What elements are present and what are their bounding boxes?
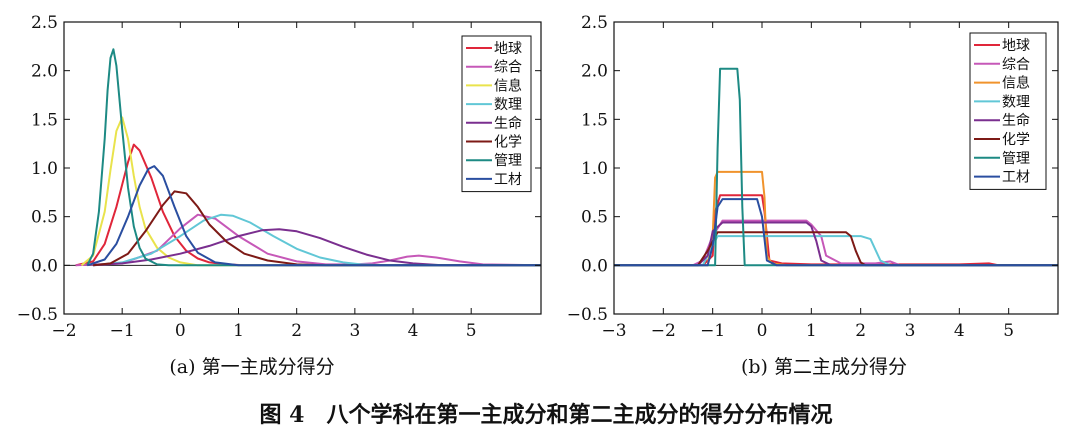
y-tick-label: 0.5 — [31, 208, 58, 228]
x-tick-label: −1 — [700, 321, 725, 341]
series-line-3 — [80, 116, 541, 267]
legend-label: 化学 — [494, 135, 522, 151]
legend-label: 地球 — [494, 41, 522, 57]
legend-label: 化学 — [1002, 132, 1030, 148]
legend-label: 综合 — [494, 60, 522, 76]
x-tick-label: 3 — [349, 321, 360, 341]
series-line-4 — [93, 213, 541, 267]
y-tick-label: 1.0 — [581, 159, 608, 179]
legend-label: 数理 — [494, 97, 522, 113]
x-tick-label: 4 — [954, 321, 965, 341]
y-tick-label: 1.5 — [31, 110, 58, 130]
x-tick-label: −3 — [601, 321, 626, 341]
y-tick-label: 1.5 — [581, 110, 608, 130]
legend-box — [461, 35, 532, 193]
y-tick-label: −0.5 — [17, 305, 58, 325]
chart-first-principal-component: −0.5 0.0 0.5 1.0 1.5 2.0 2.5 −2 −1 0 1 2 3 4 5 地球综合信息数理… — [17, 13, 542, 341]
legend-label: 数理 — [1002, 94, 1030, 110]
x-tick-label: −2 — [651, 321, 676, 341]
y-tick-label: 0.5 — [581, 208, 608, 228]
series-line-4 — [614, 235, 1058, 267]
series-line-5 — [614, 221, 1058, 267]
legend-label: 信息 — [494, 77, 522, 94]
x-tick-label: −2 — [51, 321, 76, 341]
x-tick-label: −1 — [110, 321, 135, 341]
chart-second-principal-component: −0.5 0.0 0.5 1.0 1.5 2.0 2.5 −3 −2 −1 0 1 2 3 4 5 地球综合信息… — [567, 13, 1059, 341]
y-tick-label: 2.0 — [31, 62, 58, 82]
series-line-8 — [614, 198, 1058, 267]
y-tick-label: 0.0 — [31, 256, 58, 276]
legend-label: 地球 — [1002, 38, 1030, 54]
x-tick-label: 2 — [291, 321, 302, 341]
y-tick-label: 0.0 — [581, 256, 608, 276]
x-tick-label: 1 — [806, 321, 817, 341]
x-tick-label: 1 — [233, 321, 244, 341]
figure-caption: 图 4 八个学科在第一主成分和第二主成分的得分分布情况 — [260, 402, 833, 428]
series-line-2 — [614, 219, 1058, 267]
x-tick-label: 4 — [408, 321, 419, 341]
x-tick-label: 5 — [466, 321, 477, 341]
legend-label: 综合 — [1002, 57, 1030, 73]
legend-label: 信息 — [1002, 75, 1030, 92]
legend-label: 生命 — [1002, 112, 1030, 129]
legend-label: 管理 — [494, 153, 522, 169]
series-line-8 — [86, 165, 541, 267]
y-tick-label: 2.0 — [581, 62, 608, 82]
x-tick-label: 0 — [757, 321, 768, 341]
legend-box — [969, 32, 1047, 190]
x-tick-label: 5 — [1003, 321, 1014, 341]
subcaption-a: (a) 第一主成分得分 — [169, 356, 334, 378]
y-tick-label: 2.5 — [581, 13, 608, 33]
series-line-7 — [86, 48, 541, 267]
x-tick-label: 3 — [905, 321, 916, 341]
legend-label: 生命 — [494, 115, 522, 132]
legend-label: 工材 — [1002, 170, 1030, 186]
y-tick-label: 1.0 — [31, 159, 58, 179]
y-tick-label: 2.5 — [31, 13, 58, 33]
x-tick-label: 0 — [175, 321, 186, 341]
x-tick-label: 2 — [855, 321, 866, 341]
series-line-6 — [92, 190, 541, 267]
series-line-5 — [93, 228, 541, 267]
series-line-1 — [614, 194, 1058, 267]
legend-label: 管理 — [1002, 151, 1030, 167]
y-tick-label: −0.5 — [567, 305, 608, 325]
subcaption-b: (b) 第二主成分得分 — [741, 356, 907, 378]
legend-label: 工材 — [494, 172, 522, 188]
